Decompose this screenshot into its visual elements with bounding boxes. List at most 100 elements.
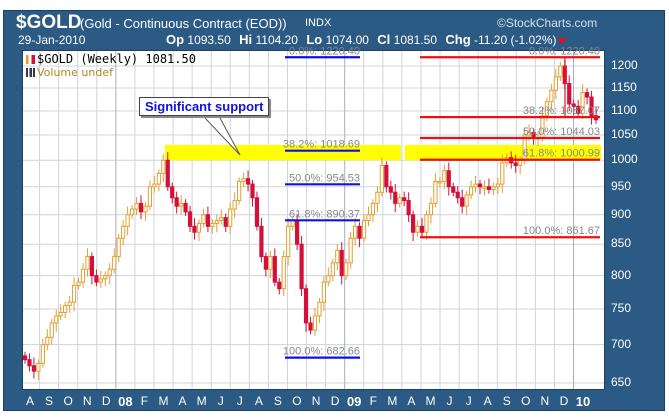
y-tick-label: 950 — [611, 178, 632, 193]
candle — [393, 184, 398, 213]
candle — [245, 170, 251, 192]
candle-body — [411, 214, 416, 233]
candle — [129, 204, 135, 219]
candle-body — [27, 359, 32, 367]
candle — [428, 197, 434, 224]
y-tick-label: 1200 — [611, 58, 638, 72]
candle-body — [491, 186, 496, 191]
candle — [460, 189, 465, 214]
candle — [272, 248, 277, 287]
candle — [451, 182, 456, 197]
fib-level-label: 100.0%: 682.66 — [283, 346, 360, 358]
candle-body — [526, 132, 532, 136]
candle-body — [98, 278, 103, 283]
candle-body — [76, 281, 81, 286]
y-tick-label: 1050 — [611, 127, 638, 142]
candle-body — [205, 214, 210, 227]
fib-level-label: 50.0%: 954.53 — [289, 172, 360, 184]
candle-body — [464, 194, 469, 207]
candle-body — [40, 344, 45, 364]
candle — [419, 218, 425, 238]
candle-body — [45, 336, 50, 346]
candle-body — [442, 170, 447, 182]
candle — [464, 190, 469, 216]
candle-body — [183, 202, 188, 213]
candle — [402, 191, 407, 207]
candle-body — [214, 220, 219, 224]
candle — [553, 68, 558, 100]
candle — [71, 277, 77, 312]
candle-body — [415, 225, 420, 233]
candle-body — [196, 222, 202, 233]
candle — [353, 218, 358, 246]
candle-body — [500, 162, 505, 185]
candle — [375, 186, 380, 213]
candle-body — [232, 200, 237, 210]
candle — [477, 179, 483, 195]
candle — [98, 270, 103, 288]
candle — [174, 191, 179, 214]
candle-body — [201, 214, 206, 224]
candle — [219, 209, 224, 225]
candle-body — [370, 202, 376, 216]
x-tick-label: N — [311, 394, 321, 408]
candle-body — [112, 256, 117, 270]
candle-body — [397, 197, 402, 204]
candle-body — [580, 92, 585, 114]
candle — [379, 157, 384, 197]
candle-body — [31, 365, 37, 372]
candle — [254, 191, 260, 231]
candle-body — [228, 208, 233, 227]
callout-pointer — [204, 117, 241, 156]
candle-body — [179, 202, 184, 207]
candle — [580, 84, 585, 120]
candle — [406, 192, 411, 223]
candle — [339, 242, 344, 285]
candle — [259, 218, 264, 263]
candle — [183, 199, 188, 217]
fib-level-label: 0.0%: 1220.40 — [529, 45, 600, 57]
x-tick-label: N — [540, 394, 550, 408]
candle — [308, 316, 313, 335]
candle-body — [103, 275, 108, 280]
candle — [210, 219, 215, 234]
candle — [303, 284, 309, 332]
candle — [344, 258, 349, 280]
candle — [437, 177, 442, 188]
fib-level-label: 38.2%: 1018.69 — [283, 139, 360, 151]
x-tick-label: 08 — [118, 394, 133, 409]
candle — [36, 359, 41, 381]
quote-date: 29-Jan-2010 — [18, 33, 86, 47]
candle — [103, 271, 108, 287]
close-label: Cl — [377, 32, 391, 47]
x-tick-label: J — [446, 394, 453, 408]
candle-body — [219, 217, 224, 222]
candle — [31, 357, 37, 379]
candle — [250, 179, 255, 207]
candle-body — [544, 101, 550, 117]
candle-body — [223, 217, 228, 227]
y-tick-label: 1150 — [611, 80, 637, 94]
candle — [491, 182, 496, 196]
candle-body — [250, 183, 255, 199]
quote-summary: Op 1093.50 Hi 1104.20 Lo 1074.00 Cl 1081… — [166, 32, 568, 47]
candle — [94, 269, 99, 287]
candle-body — [513, 162, 518, 166]
high-value: 1104.20 — [255, 33, 298, 47]
candle — [495, 177, 500, 195]
candle — [85, 248, 90, 277]
candle — [558, 61, 563, 82]
candle — [80, 263, 86, 288]
x-tick-label: J — [236, 394, 243, 408]
candle-body — [263, 256, 268, 270]
candle-body — [379, 164, 384, 193]
x-tick-label: A — [25, 394, 35, 408]
candle-body — [272, 256, 277, 283]
volume-bars-icon — [26, 68, 35, 77]
x-tick-label: S — [502, 394, 511, 408]
brand-link[interactable]: ©StockCharts.com — [497, 16, 598, 30]
fib-level-label: 0.0%: 1220.40 — [289, 45, 360, 57]
candle-body — [558, 65, 563, 78]
y-tick-label: 1000 — [611, 152, 638, 167]
symbol-description: (Gold - Continuous Contract (EOD)) — [80, 16, 287, 31]
